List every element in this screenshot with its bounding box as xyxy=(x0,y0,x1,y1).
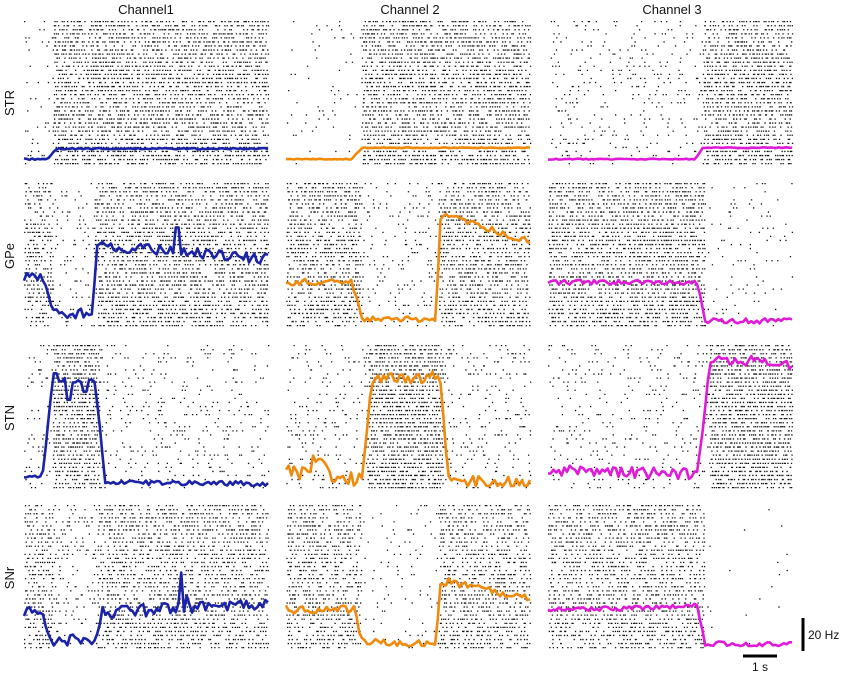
panel-gpe-ch3 xyxy=(547,183,794,327)
scale-bars: 20 Hz 1 s xyxy=(743,618,839,674)
panels xyxy=(22,21,794,649)
panel-stn-ch1 xyxy=(23,345,270,489)
rate-line-snr-ch3 xyxy=(547,602,793,648)
row-label-stn: STN xyxy=(2,405,17,431)
time-scale-label: 1 s xyxy=(752,660,768,674)
row-label-snr: SNr xyxy=(2,566,17,589)
row-label-str: STR xyxy=(2,90,17,116)
column-title-channel3: Channel 3 xyxy=(642,2,701,17)
rate-line-snr-ch2 xyxy=(284,577,531,648)
raster-gpe-ch3 xyxy=(548,183,794,327)
raster-str-ch2 xyxy=(286,21,532,165)
rate-line-gpe-ch3 xyxy=(547,278,793,325)
rate-line-stn-ch2 xyxy=(284,370,532,488)
raster-str-ch1 xyxy=(24,21,270,165)
column-title-channel2: Channel 2 xyxy=(380,2,439,17)
panel-str-ch2 xyxy=(285,21,532,165)
panel-snr-ch1 xyxy=(22,505,270,649)
panel-snr-ch2 xyxy=(284,505,532,649)
raster-gpe-ch1 xyxy=(24,183,270,327)
raster-stn-ch3 xyxy=(548,345,794,489)
panel-stn-ch2 xyxy=(284,345,532,489)
rate-line-stn-ch1 xyxy=(23,372,269,488)
raster-snr-ch2 xyxy=(286,505,532,649)
raster-snr-ch1 xyxy=(24,505,270,649)
raster-stn-ch2 xyxy=(286,345,532,489)
panel-str-ch3 xyxy=(548,21,794,165)
column-title-channel1: Channel1 xyxy=(118,2,174,17)
panel-gpe-ch2 xyxy=(285,183,531,327)
amplitude-scale-label: 20 Hz xyxy=(808,628,839,642)
rate-line-stn-ch3 xyxy=(547,354,793,481)
raster-gpe-ch2 xyxy=(286,183,531,327)
rate-line-gpe-ch2 xyxy=(285,212,531,324)
panel-snr-ch3 xyxy=(547,505,793,649)
raster-snr-ch3 xyxy=(548,505,788,649)
rate-line-str-ch3 xyxy=(548,146,793,161)
raster-str-ch3 xyxy=(549,21,794,165)
row-label-gpe: GPe xyxy=(2,243,17,269)
panel-str-ch1 xyxy=(23,21,270,165)
raster-stn-ch1 xyxy=(24,345,270,489)
rate-line-gpe-ch1 xyxy=(22,226,269,320)
panel-stn-ch3 xyxy=(547,345,794,489)
rate-line-str-ch1 xyxy=(23,146,269,162)
panel-gpe-ch1 xyxy=(22,183,270,327)
rate-line-str-ch2 xyxy=(285,146,531,161)
rate-line-snr-ch1 xyxy=(22,571,269,647)
